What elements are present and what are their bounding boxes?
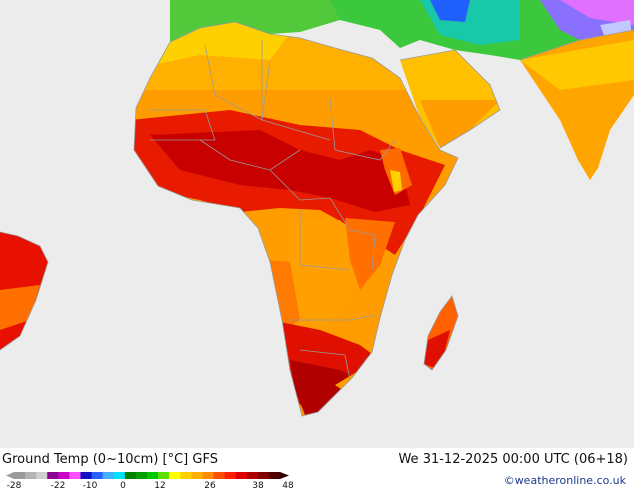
legend-swatch (213, 472, 226, 479)
legend-swatch (235, 472, 248, 479)
legend-swatch (202, 472, 214, 479)
legend-swatch (80, 472, 93, 479)
legend-swatch (268, 472, 281, 479)
temperature-map (0, 0, 634, 417)
legend-swatch (224, 472, 237, 479)
legend-swatch (147, 472, 159, 479)
color-legend: -28 -22 -10 0 12 26 38 48 (6, 472, 294, 490)
legend-tick-label: 12 (154, 481, 165, 490)
legend-swatch (158, 472, 170, 479)
legend-min-arrow (6, 472, 14, 479)
legend-swatch (25, 472, 37, 479)
legend-tick-label: -28 (7, 481, 22, 490)
legend-tick-label: 0 (120, 481, 126, 490)
legend-swatch (246, 472, 259, 479)
legend-swatch (180, 472, 192, 479)
legend-tick-label: 38 (252, 481, 264, 490)
legend-ticks: -28 -22 -10 0 12 26 38 48 (7, 481, 294, 490)
map-title: Ground Temp (0~10cm) [°C] GFS (2, 452, 218, 467)
legend-swatch (91, 472, 104, 479)
legend-swatch (135, 472, 148, 479)
legend-max-arrow (280, 472, 289, 479)
country-borders (0, 21, 634, 417)
legend-swatch (47, 472, 59, 479)
footer-bar: Ground Temp (0~10cm) [°C] GFS We 31-12-2… (0, 448, 634, 490)
legend-swatch (102, 472, 115, 479)
legend-swatch (191, 472, 203, 479)
legend-swatches (6, 472, 289, 479)
legend-tick-label: -22 (51, 481, 66, 490)
legend-swatch (124, 472, 137, 479)
legend-tick-label: -10 (83, 481, 98, 490)
legend-tick-label: 26 (204, 481, 216, 490)
credit-link[interactable]: ©weatheronline.co.uk (503, 474, 626, 487)
legend-tick-label: 48 (282, 481, 294, 490)
legend-swatch (14, 472, 26, 479)
legend-swatch (36, 472, 48, 479)
valid-datetime: We 31-12-2025 00:00 UTC (06+18) (398, 452, 628, 467)
legend-swatch (169, 472, 181, 479)
legend-swatch (257, 472, 270, 479)
legend-swatch (69, 472, 81, 479)
legend-swatch (58, 472, 70, 479)
legend-swatch (113, 472, 126, 479)
